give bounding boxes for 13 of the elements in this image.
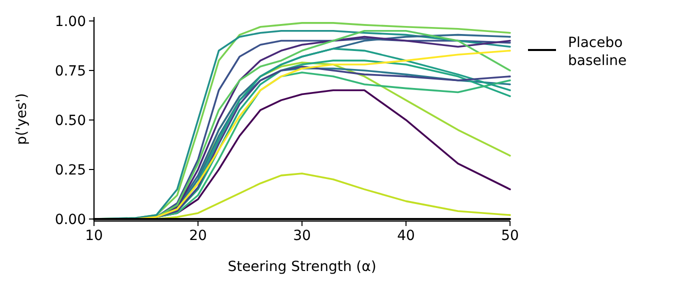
x-tick-label: 30 [293,228,311,244]
x-axis-title: Steering Strength (α) [228,259,376,275]
y-tick-label: 0.50 [54,112,86,129]
y-tick-label: 0.00 [54,212,86,228]
x-tick-label: 50 [501,228,519,244]
y-axis-title: p('yes') [14,93,30,145]
x-tick-label: 10 [85,228,103,244]
y-tick-label: 1.00 [54,14,86,30]
x-tick-label: 40 [397,228,415,244]
x-tick-label: 20 [189,228,207,244]
legend-label: Placebo baseline [568,35,627,69]
y-tick-label: 0.75 [54,63,86,80]
y-tick-label: 0.25 [54,162,86,179]
